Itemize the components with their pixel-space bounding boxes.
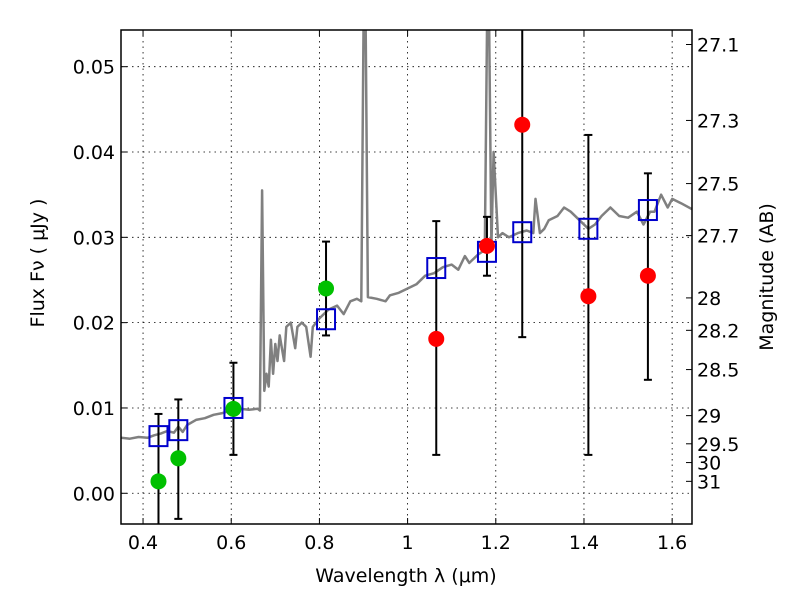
ticks: 0.4 0.6 0.8 1 1.2 1.4 1.6 0.00 0.01 0.02 0.03 0.04 0…: [73, 30, 739, 554]
x-tick-label: 0.4: [128, 532, 158, 554]
y-tick-label: 0.00: [73, 483, 115, 505]
right-tick-label: 30: [697, 453, 721, 475]
template-flux-square: [637, 199, 658, 222]
spectrum-layer: [121, 30, 692, 440]
y-tick-label: 0.01: [73, 398, 115, 420]
right-tick-label: 27.5: [697, 174, 739, 196]
template-flux-square: [578, 217, 599, 240]
right-axis-label: Magnitude (AB): [756, 203, 778, 351]
right-tick-label: 27.3: [697, 110, 739, 132]
template-flux-square: [168, 419, 189, 442]
right-tick-label: 28.2: [697, 320, 739, 342]
x-tick-label: 1.2: [481, 532, 511, 554]
right-tick-label: 29.5: [697, 434, 739, 456]
x-axis-label: Wavelength λ (μm): [315, 565, 496, 587]
x-tick-label: 1: [402, 532, 414, 554]
green-data-point: [318, 280, 335, 297]
y-tick-label: 0.02: [73, 313, 115, 335]
template-flux-square: [223, 396, 244, 419]
x-tick-label: 1.4: [569, 532, 599, 554]
right-tick-label: 29: [697, 406, 721, 428]
right-tick-label: 27.7: [697, 226, 739, 248]
marker-layer: [148, 116, 658, 490]
template-flux-square: [316, 308, 337, 331]
red-data-point: [428, 330, 445, 347]
spectrum-line: [121, 30, 692, 440]
green-data-point: [225, 400, 242, 417]
y-tick-label: 0.04: [73, 142, 115, 164]
green-data-point: [170, 450, 187, 467]
template-flux-square: [426, 257, 447, 280]
y-tick-label: 0.03: [73, 227, 115, 249]
error-bar-layer: [154, 30, 652, 524]
grid: [121, 30, 692, 524]
y-axis-label: Flux Fν ( μJy ): [27, 199, 49, 328]
y-tick-label: 0.05: [73, 57, 115, 79]
right-tick-label: 27.1: [697, 35, 739, 57]
template-flux-square: [148, 425, 169, 448]
right-tick-label: 28.5: [697, 360, 739, 382]
x-tick-label: 1.6: [657, 532, 687, 554]
red-data-point: [514, 116, 531, 133]
right-tick-label: 28: [697, 288, 721, 310]
red-data-point: [478, 237, 495, 254]
x-tick-label: 0.8: [304, 532, 334, 554]
green-data-point: [150, 473, 167, 490]
x-tick-label: 0.6: [216, 532, 246, 554]
red-data-point: [639, 267, 656, 284]
template-flux-square: [512, 221, 533, 244]
red-data-point: [580, 288, 597, 305]
right-tick-label: 31: [697, 471, 721, 493]
plot-frame: [120, 29, 693, 525]
